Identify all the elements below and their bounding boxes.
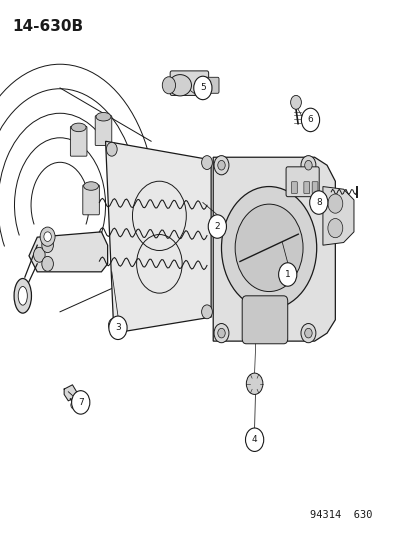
Circle shape (42, 256, 53, 271)
Circle shape (300, 324, 315, 343)
Circle shape (71, 391, 90, 414)
Circle shape (44, 232, 51, 241)
Text: 2: 2 (214, 222, 220, 231)
Ellipse shape (169, 75, 191, 96)
Circle shape (214, 324, 228, 343)
FancyBboxPatch shape (311, 182, 317, 193)
Circle shape (40, 227, 55, 246)
Circle shape (109, 316, 127, 340)
Ellipse shape (96, 112, 111, 121)
Text: 94314  630: 94314 630 (310, 510, 372, 520)
Text: 7: 7 (78, 398, 83, 407)
FancyBboxPatch shape (204, 77, 218, 93)
FancyBboxPatch shape (170, 71, 208, 95)
Circle shape (33, 247, 45, 262)
Circle shape (71, 401, 76, 409)
FancyBboxPatch shape (95, 116, 112, 146)
Circle shape (304, 328, 311, 338)
FancyBboxPatch shape (303, 182, 309, 193)
Circle shape (201, 156, 212, 169)
FancyBboxPatch shape (285, 167, 318, 197)
Circle shape (217, 160, 225, 170)
Text: 5: 5 (199, 84, 205, 92)
Circle shape (217, 328, 225, 338)
Circle shape (327, 194, 342, 213)
FancyBboxPatch shape (242, 296, 287, 344)
Circle shape (278, 263, 296, 286)
Text: 8: 8 (315, 198, 321, 207)
Circle shape (208, 215, 226, 238)
Text: 6: 6 (307, 116, 313, 124)
Circle shape (172, 78, 179, 88)
FancyBboxPatch shape (70, 126, 87, 156)
Circle shape (327, 219, 342, 238)
Ellipse shape (18, 287, 27, 305)
Circle shape (235, 204, 302, 292)
Circle shape (301, 108, 319, 132)
Circle shape (245, 428, 263, 451)
FancyBboxPatch shape (83, 185, 99, 215)
Circle shape (201, 305, 212, 319)
Circle shape (106, 142, 117, 156)
Circle shape (162, 77, 175, 94)
Text: 14-630B: 14-630B (12, 19, 83, 34)
Ellipse shape (83, 182, 98, 190)
Text: 3: 3 (115, 324, 121, 332)
Circle shape (108, 318, 119, 332)
Circle shape (304, 160, 311, 170)
Circle shape (290, 95, 301, 109)
Polygon shape (64, 385, 76, 401)
Circle shape (309, 191, 327, 214)
Ellipse shape (71, 123, 86, 132)
Circle shape (199, 78, 206, 88)
Text: 1: 1 (284, 270, 290, 279)
FancyBboxPatch shape (291, 182, 297, 193)
Ellipse shape (244, 302, 285, 337)
Circle shape (246, 373, 262, 394)
Polygon shape (29, 232, 107, 272)
Circle shape (214, 156, 228, 175)
Polygon shape (105, 141, 211, 333)
Circle shape (221, 187, 316, 309)
Circle shape (193, 76, 211, 100)
Circle shape (300, 156, 315, 175)
Polygon shape (322, 187, 353, 245)
Text: 4: 4 (251, 435, 257, 444)
Ellipse shape (14, 278, 31, 313)
Polygon shape (213, 157, 335, 341)
Circle shape (42, 238, 53, 253)
